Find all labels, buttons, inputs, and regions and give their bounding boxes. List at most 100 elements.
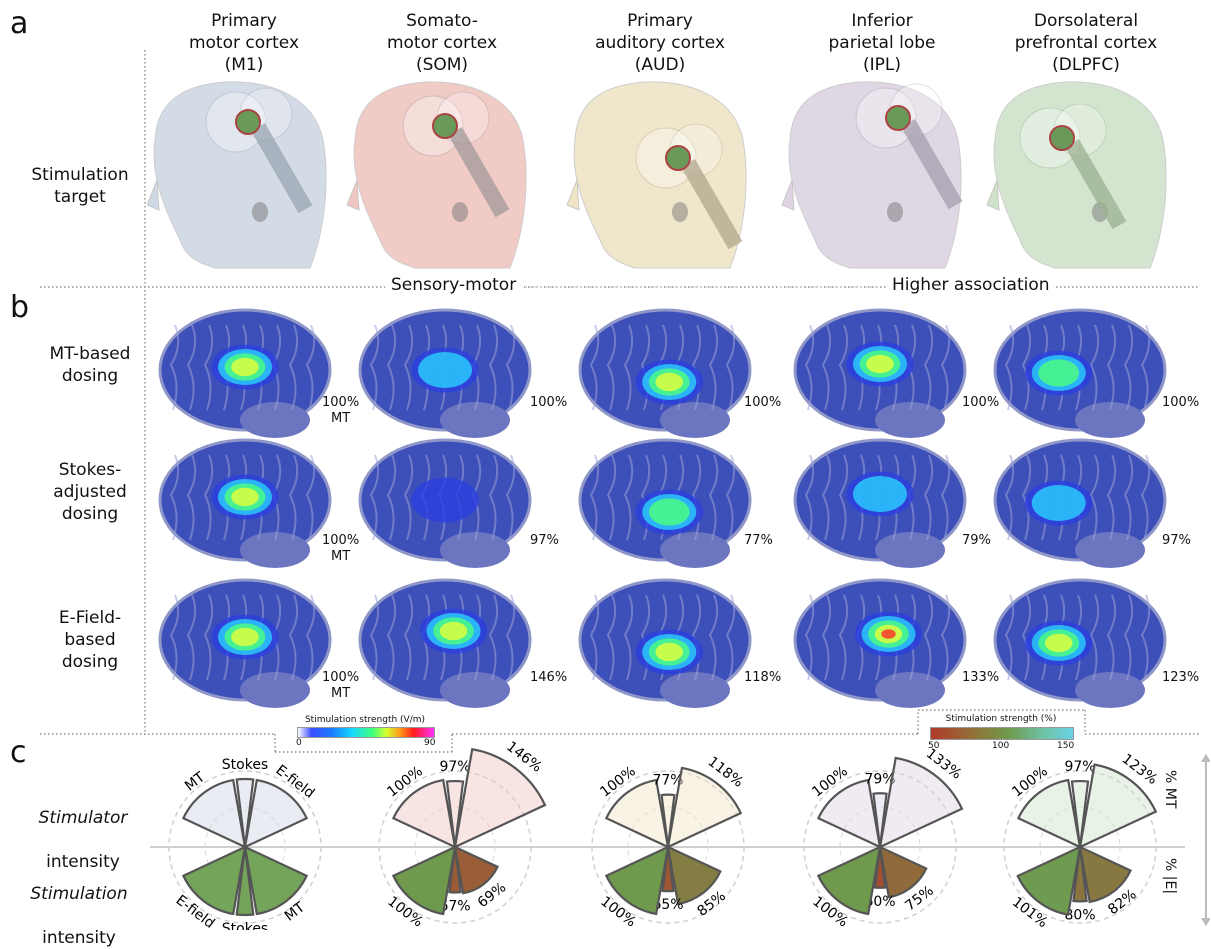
stimulator-rest: intensity	[46, 852, 120, 872]
stimulation-wedge-stokes	[235, 846, 255, 917]
stimulator-wedge-mt	[604, 778, 670, 849]
stimulator-wedge-stokes	[872, 792, 888, 848]
brain-map-row1-m1	[158, 308, 332, 438]
stimulator-wedge-stokes	[660, 793, 676, 848]
head-model-m1	[146, 81, 327, 269]
stimulation-italic: Stimulation	[30, 884, 128, 904]
brain-map-row3-ipl	[793, 578, 967, 708]
stimulator-wedge-efield	[878, 756, 964, 849]
stimulation-wedge-efield	[816, 845, 882, 916]
separators	[40, 50, 1200, 753]
colorbar-vm-max: 90	[424, 738, 436, 748]
stimulation-label-stokes: 67%	[439, 899, 470, 915]
brain-label-mt-ipl: 100%	[962, 395, 1000, 410]
stimulation-wedge-mt	[1078, 845, 1133, 904]
colorbar-pct-tick-50: 50	[928, 741, 940, 751]
brain-map-row2-dlpfc	[993, 438, 1167, 568]
stimulation-wedge-stokes	[1072, 846, 1088, 903]
brain-label-mt-som: 100%	[530, 395, 568, 410]
brain-map-row1-dlpfc	[993, 308, 1167, 438]
colorbar-vm	[297, 727, 435, 738]
panel-letter-b: b	[10, 290, 30, 325]
brain-label-efield-dlpfc: 123%	[1162, 670, 1200, 685]
stimulator-label-stokes: 97%	[439, 759, 470, 775]
brain-label-stokes-som: 97%	[530, 533, 559, 548]
reference-circle-100	[378, 770, 532, 924]
stimulator-wedge-efield	[453, 747, 547, 849]
head-model-aud	[566, 81, 747, 269]
head-model-som	[346, 81, 527, 269]
head-model-dlpfc	[986, 81, 1167, 269]
brain-label-mt-aud: 100%	[744, 395, 782, 410]
reference-circle-100	[168, 770, 322, 924]
column-header-ipl: Inferior parietal lobe (IPL)	[828, 11, 936, 75]
colorbar-vm-title: Stimulation strength (V/m)	[304, 715, 426, 725]
colorbar-pct	[930, 727, 1074, 740]
column-header-som: Somato- motor cortex (SOM)	[386, 11, 498, 75]
panel-letter-a: a	[10, 6, 29, 41]
stimulation-wedge-mt	[666, 845, 722, 906]
category-label-top-mt: MT	[182, 769, 208, 795]
reference-circle-50	[414, 806, 496, 888]
stimulation-wedge-efield	[604, 845, 670, 916]
stimulation-wedge-mt	[878, 845, 928, 899]
row-label-stimulator-intensity: Stimulator intensity	[18, 785, 148, 873]
polar-chart-dlpfc: 100%82%97%80%123%101%	[1003, 751, 1160, 930]
brain-map-row3-som	[358, 578, 532, 708]
reference-circle-50	[839, 806, 921, 888]
stimulator-wedge-stokes	[445, 779, 465, 848]
stimulator-label-stokes: 79%	[864, 771, 895, 787]
polar-chart-som: 100%69%97%67%146%100%	[378, 739, 547, 930]
brain-label-efield-ipl: 133%	[962, 670, 1000, 685]
brain-map-row2-ipl	[793, 438, 967, 568]
brain-label-efield-som: 146%	[530, 670, 568, 685]
stimulation-wedge-stokes	[873, 846, 887, 889]
column-header-aud: Primary auditory cortex (AUD)	[595, 11, 725, 75]
brain-map-row1-aud	[578, 308, 752, 438]
reference-circle-100	[591, 770, 745, 924]
stimulation-wedge-efield	[1016, 845, 1082, 916]
stimulator-wedge-efield	[243, 778, 309, 849]
stimulation-wedge-efield	[391, 845, 457, 916]
brain-label-efield-aud: 118%	[744, 670, 782, 685]
stimulation-wedge-mt	[453, 845, 499, 895]
stimulator-wedge-mt	[816, 778, 882, 849]
stimulation-label-stokes: 60%	[864, 894, 895, 910]
colorbar-vm-min: 0	[296, 738, 302, 748]
brain-map-row1-ipl	[793, 308, 967, 438]
stimulation-wedge-stokes	[661, 846, 675, 893]
brain-map-row3-dlpfc	[993, 578, 1167, 708]
brain-map-row1-som	[358, 308, 532, 438]
stimulation-wedge-efield	[181, 845, 247, 916]
category-label-top-stokes: Stokes	[222, 757, 268, 773]
head-model-ipl	[781, 81, 963, 269]
brain-label-stokes-aud: 77%	[744, 533, 773, 548]
reference-circle-50	[1039, 806, 1121, 888]
polar-chart-aud: 100%85%77%65%118%100%	[591, 754, 746, 930]
panel-letter-c: c	[10, 735, 27, 770]
reference-circle-100	[803, 770, 957, 924]
brain-efield-maps	[158, 308, 1167, 708]
brain-map-row3-m1	[158, 578, 332, 708]
stimulator-wedge-efield	[666, 766, 743, 849]
reference-circle-100	[1003, 770, 1157, 924]
stimulator-wedge-stokes	[1070, 779, 1090, 848]
colorbar-pct-tick-100: 100	[992, 741, 1010, 751]
row-label-stimulation-target: Stimulation target	[31, 165, 129, 207]
row-label-stokes-dosing: Stokes- adjusted dosing	[53, 460, 127, 524]
brain-map-row2-som	[358, 438, 532, 568]
brain-label-mt-m1: 100% MT	[322, 395, 360, 426]
side-axis-top-label: % MT	[1162, 770, 1178, 809]
side-axis-bottom-label: % |E|	[1162, 858, 1178, 895]
group-higher-association: Higher association	[886, 275, 1056, 295]
group-sensory-motor: Sensory-motor	[385, 275, 523, 295]
category-label-bottom-stokes: Stokes	[222, 921, 268, 930]
stimulator-label-stokes: 97%	[1064, 759, 1095, 775]
stimulator-wedge-mt	[181, 778, 247, 849]
stimulation-rest: intensity	[42, 928, 116, 948]
brain-label-efield-m1: 100% MT	[322, 670, 360, 701]
brain-map-row2-aud	[578, 438, 752, 568]
column-header-m1: Primary motor cortex (M1)	[188, 11, 300, 75]
brain-label-stokes-dlpfc: 97%	[1162, 533, 1191, 548]
